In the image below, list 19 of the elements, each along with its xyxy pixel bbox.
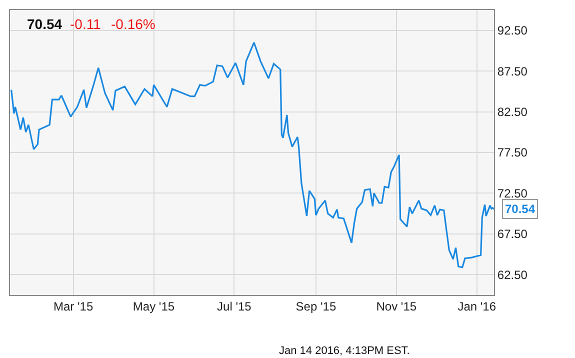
y-tick-label: 72.50 xyxy=(497,186,528,200)
x-tick-label: Mar '15 xyxy=(53,299,94,314)
y-tick-label: 87.50 xyxy=(497,64,528,78)
x-tick-label: Sep '15 xyxy=(296,299,336,314)
y-tick-label: 82.50 xyxy=(497,104,528,119)
y-tick-label: 92.50 xyxy=(497,24,528,38)
x-tick-label: May '15 xyxy=(132,299,175,314)
x-tick-label: Jul '15 xyxy=(217,299,252,314)
annotation: -0.16% xyxy=(111,16,156,32)
annotation: 70.54 xyxy=(505,202,536,216)
text: Jan 14 2016, 4:13PM EST. xyxy=(279,345,410,357)
line-series xyxy=(10,42,494,268)
y-tick-label: 67.50 xyxy=(497,227,528,242)
annotation: -0.11 xyxy=(70,16,102,32)
annotation: 70.54 xyxy=(27,16,62,32)
x-tick-label: Nov '15 xyxy=(376,299,417,314)
x-tick-label: Jan '16 xyxy=(458,299,496,314)
y-tick-label: 62.50 xyxy=(497,268,528,282)
y-tick-label: 77.50 xyxy=(497,146,528,160)
